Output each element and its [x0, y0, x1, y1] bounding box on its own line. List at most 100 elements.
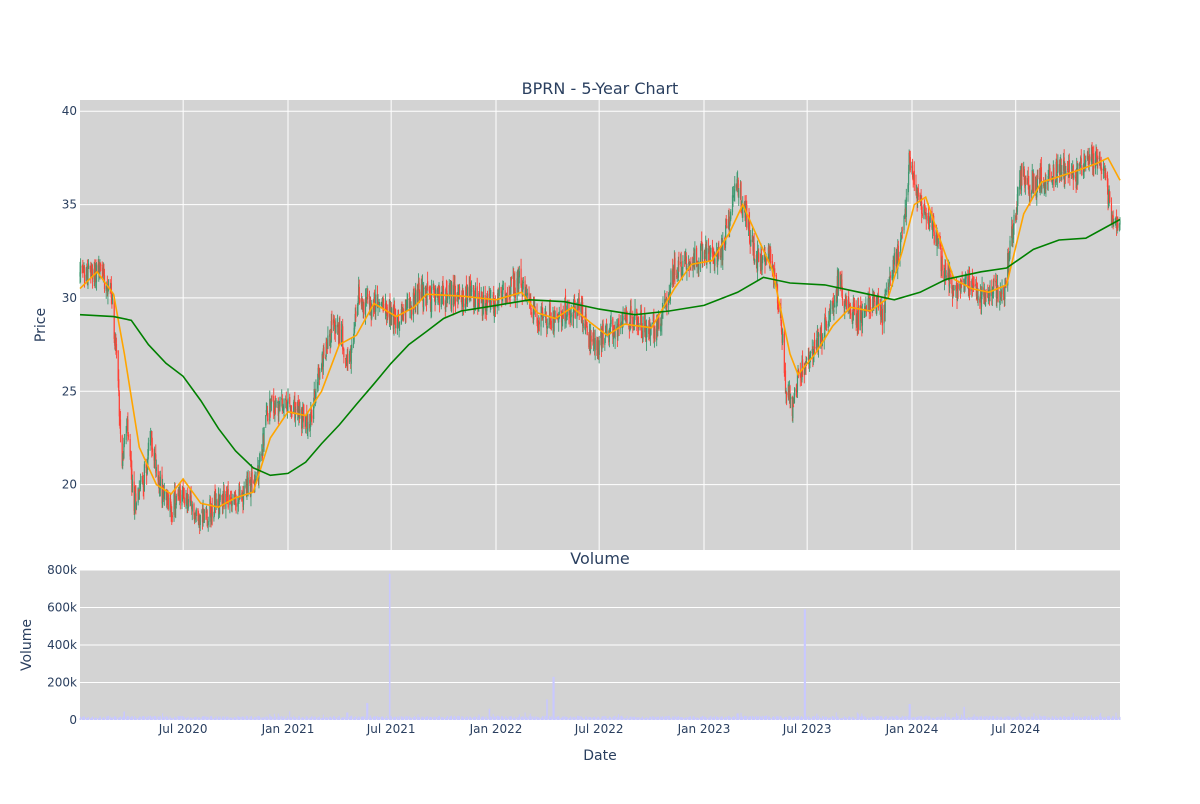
candlestick [914, 161, 915, 191]
volume-bar [555, 717, 556, 720]
candle-body [793, 406, 794, 407]
candle-body [950, 274, 951, 277]
volume-bar [718, 717, 719, 720]
candle-body [447, 296, 448, 300]
candle-body [821, 325, 822, 334]
volume-bar [180, 716, 181, 720]
candle-body [307, 422, 308, 431]
candle-body [184, 497, 185, 504]
candle-body [528, 293, 529, 299]
candle-body [794, 388, 795, 396]
volume-bar [339, 718, 340, 720]
candle-body [630, 306, 631, 319]
volume-bar [818, 716, 819, 720]
candle-body [116, 344, 117, 353]
volume-bar [387, 718, 388, 720]
candlestick [527, 289, 528, 305]
candle-body [311, 415, 312, 418]
candle-body [271, 396, 272, 397]
candle-body [359, 298, 360, 301]
volume-bar [647, 717, 648, 720]
candlestick [591, 330, 592, 349]
volume-bar [331, 718, 332, 720]
candle-body [954, 290, 955, 291]
candle-body [910, 157, 911, 170]
candle-body [658, 318, 659, 329]
volume-bar [280, 717, 281, 720]
volume-bar [100, 717, 101, 720]
volume-bar [204, 716, 205, 720]
volume-bar [762, 716, 763, 720]
candle-body [134, 491, 135, 513]
volume-bar [623, 717, 624, 720]
volume-bar [543, 718, 544, 720]
candle-body [519, 271, 520, 277]
candlestick [710, 248, 711, 257]
candlestick [1097, 149, 1098, 169]
volume-bar [112, 718, 113, 720]
candle-body [477, 286, 478, 298]
candlestick [583, 320, 584, 334]
candlestick [1117, 216, 1118, 231]
volume-bar [288, 718, 289, 720]
candle-body [607, 332, 608, 333]
candlestick [152, 438, 153, 456]
candle-body [136, 503, 137, 509]
candlestick [993, 275, 994, 289]
volume-bar [276, 719, 277, 720]
candle-body [778, 307, 779, 312]
candlestick [224, 485, 225, 510]
candle-body [126, 434, 127, 440]
candle-body [1041, 185, 1042, 189]
candlestick [156, 460, 157, 477]
volume-bar [375, 716, 376, 720]
candlestick [1101, 168, 1102, 174]
candle-body [790, 397, 791, 399]
candle-body [694, 249, 695, 265]
candlestick [477, 278, 478, 299]
candlestick [1109, 191, 1110, 203]
volume-bar [475, 717, 476, 720]
candlestick [303, 404, 304, 429]
volume-bar [132, 717, 133, 720]
candlestick [858, 298, 859, 334]
candle-body [180, 489, 181, 503]
candle-body [725, 225, 726, 244]
candlestick [208, 517, 209, 532]
candlestick [228, 481, 229, 510]
candle-body [92, 270, 93, 280]
candle-body [1037, 176, 1038, 177]
volume-bar [882, 718, 883, 720]
candle-body [551, 321, 552, 330]
candlestick [485, 286, 486, 319]
volume-bar [431, 717, 432, 720]
candlestick [212, 498, 213, 526]
candlestick [319, 368, 320, 380]
candle-body [782, 334, 783, 343]
price-chart-title: BPRN - 5-Year Chart [522, 79, 679, 98]
candle-body [784, 332, 785, 373]
candle-body [118, 379, 119, 391]
candlestick [267, 413, 268, 424]
candlestick [774, 262, 775, 277]
candlestick [730, 209, 731, 221]
candlestick [551, 312, 552, 330]
volume-bar [842, 718, 843, 720]
volume-bar [244, 717, 245, 720]
volume-bar [515, 718, 516, 720]
volume-bar [88, 717, 89, 720]
candle-body [347, 354, 348, 364]
candle-body [958, 284, 959, 289]
candlestick [351, 338, 352, 353]
candle-body [833, 310, 834, 312]
volume-bar [790, 718, 791, 720]
candle-body [156, 467, 157, 471]
candle-body [824, 318, 825, 340]
volume-bar [862, 716, 863, 720]
candle-body [240, 494, 241, 495]
candlestick [587, 322, 588, 335]
volume-bar [898, 717, 899, 720]
volume-bar [319, 718, 320, 720]
candle-body [1049, 168, 1050, 179]
candle-body [862, 312, 863, 325]
